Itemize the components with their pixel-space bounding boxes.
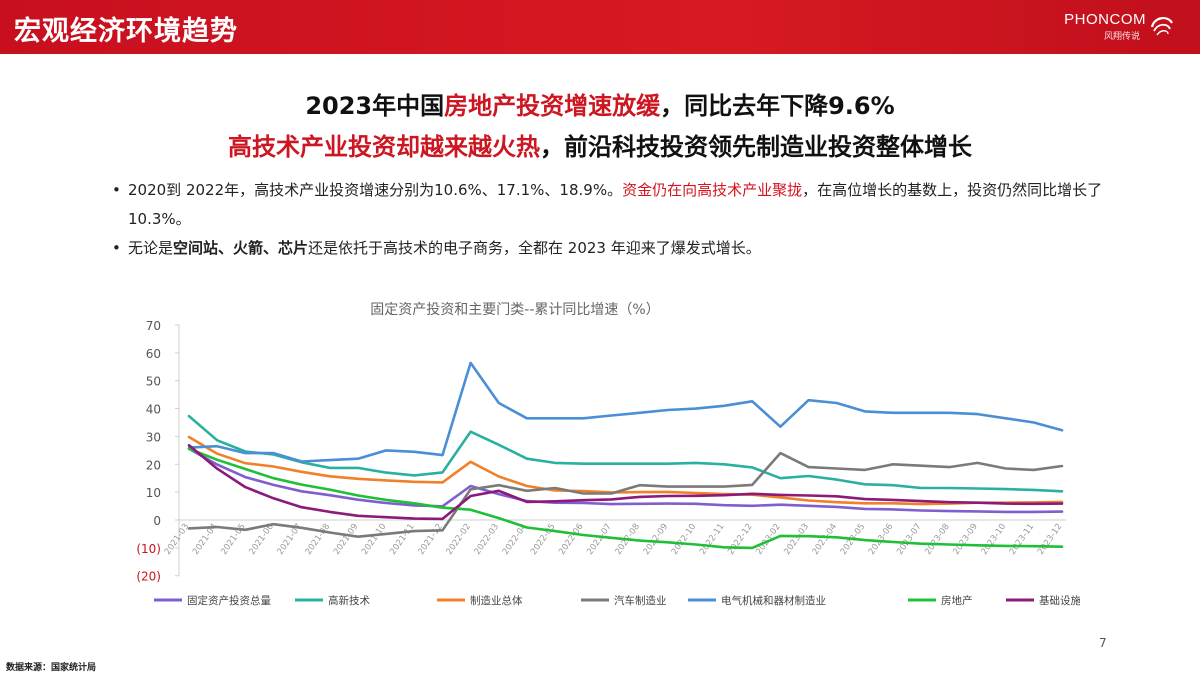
legend-label: 房地产	[941, 594, 973, 607]
series-line	[187, 447, 1064, 514]
x-tick-label: 2022-06	[557, 522, 586, 557]
bullet-1-highlight: 资金仍在向高技术产业聚拢	[622, 181, 803, 199]
legend-label: 高新技术	[328, 594, 370, 607]
header-title: 宏观经济环境趋势	[14, 16, 238, 47]
x-tick-label: 2022-12	[726, 522, 755, 557]
x-tick-label: 2023-12	[1036, 522, 1065, 557]
bullet-1: 2020到 2022年，高技术产业投资增速分别为10.6%、17.1%、18.9…	[112, 176, 1112, 234]
bullet-2-bold: 空间站、火箭、芯片	[173, 239, 309, 257]
series-line	[187, 444, 1064, 521]
y-tick-label: (20)	[136, 570, 161, 584]
x-tick-label: 2021-09	[332, 522, 361, 557]
x-tick-label: 2022-07	[585, 522, 614, 557]
y-tick-label: 0	[153, 514, 161, 528]
bullet-1-text-b: ，在高位增长的基数上，投资仍然同比增长了10.3%。	[128, 181, 1103, 228]
series-line	[187, 414, 1064, 493]
x-tick-label: 2021-11	[388, 522, 417, 557]
x-tick-label: 2023-07	[895, 522, 924, 557]
bullet-2: 无论是空间站、火箭、芯片还是依托于高技术的电子商务，全都在 2023 年迎来了爆…	[112, 234, 1112, 263]
headline-1-pre: 2023年中国	[305, 92, 445, 120]
x-tick-label: 2023-03	[782, 522, 811, 557]
legend-label: 基础设施	[1039, 594, 1080, 607]
series-line	[187, 361, 1064, 463]
x-tick-label: 2022-02	[445, 522, 474, 557]
bullet-list: 2020到 2022年，高技术产业投资增速分别为10.6%、17.1%、18.9…	[112, 176, 1112, 263]
bullet-2-text-a: 无论是	[128, 239, 174, 257]
legend-label: 汽车制造业	[614, 594, 667, 607]
y-tick-label: 30	[146, 430, 161, 444]
x-tick-label: 2021-12	[416, 522, 445, 557]
page-number: 7	[1099, 636, 1107, 650]
legend-label: 制造业总体	[470, 594, 523, 607]
header-bar: 宏观经济环境趋势 PHONCOM 风翔传说	[0, 0, 1200, 54]
series-line	[187, 451, 1064, 538]
data-source-note: 数据来源：国家统计局	[6, 663, 97, 673]
y-tick-label: 10	[146, 486, 161, 500]
y-tick-label: 70	[146, 319, 161, 333]
logo-text: PHONCOM	[1064, 11, 1146, 28]
y-tick-label: 50	[146, 375, 161, 389]
headline-1-highlight: 房地产投资增速放缓	[444, 92, 661, 120]
legend-label: 固定资产投资总量	[187, 594, 271, 607]
x-tick-label: 2022-10	[670, 522, 699, 557]
y-tick-label: 60	[146, 347, 161, 361]
logo-subtext: 风翔传说	[1103, 32, 1140, 42]
x-tick-label: 2021-08	[304, 522, 333, 557]
x-tick-label: 2023-02	[754, 522, 783, 557]
headline-2-highlight: 高技术产业投资却越来越火热	[228, 133, 540, 161]
headline-1-post: ，同比去年下降9.6%	[660, 92, 895, 120]
x-tick-label: 2021-03	[163, 522, 192, 557]
y-tick-label: 20	[146, 458, 161, 472]
bullet-1-text-a: 2020到 2022年，高技术产业投资增速分别为10.6%、17.1%、18.9…	[128, 181, 623, 199]
company-logo: PHONCOM 风翔传说	[1016, 11, 1176, 45]
y-tick-label: 40	[146, 403, 161, 417]
headline-line-2: 高技术产业投资却越来越火热，前沿科技投资领先制造业投资整体增长	[0, 127, 1200, 162]
y-tick-label: (10)	[136, 542, 161, 556]
x-tick-label: 2022-09	[642, 522, 671, 557]
series-line	[187, 447, 1064, 550]
legend-label: 电气机械和器材制造业	[721, 594, 826, 607]
headline-2-post: ，前沿科技投资领先制造业投资整体增长	[540, 133, 972, 161]
bullet-2-text-b: 还是依托于高技术的电子商务，全都在 2023 年迎来了爆发式增长。	[308, 239, 761, 257]
swirl-logo-icon	[1150, 17, 1173, 36]
x-tick-label: 2023-08	[923, 522, 952, 557]
series-line	[187, 435, 1064, 506]
x-tick-label: 2021-10	[360, 522, 389, 557]
headline-line-1: 2023年中国房地产投资增速放缓，同比去年下降9.6%	[0, 86, 1200, 121]
chart-title: 固定资产投资和主要门类--累计同比增速（%）	[370, 302, 659, 318]
x-tick-label: 2022-03	[473, 522, 502, 557]
x-tick-label: 2022-11	[698, 522, 727, 557]
x-tick-label: 2023-11	[1008, 522, 1037, 557]
investment-growth-line-chart: 固定资产投资和主要门类--累计同比增速（%） 70 60 50 40 30 20 10 0 (10…	[136, 302, 1080, 607]
x-tick-label: 2023-10	[980, 522, 1009, 557]
x-tick-label: 2023-04	[811, 522, 840, 557]
x-tick-label: 2023-09	[951, 522, 980, 557]
